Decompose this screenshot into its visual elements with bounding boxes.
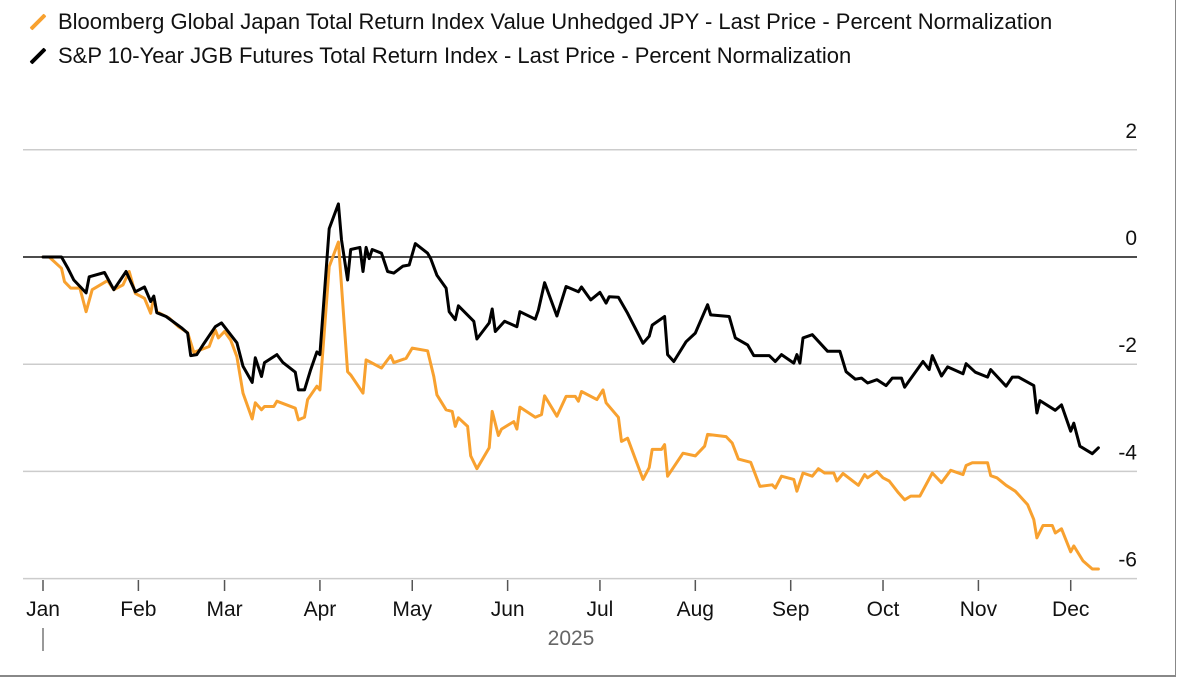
series-line-bloomberg-japan bbox=[41, 240, 1100, 571]
y-tick-label: -2 bbox=[1118, 334, 1137, 357]
x-tick-label: Jul bbox=[587, 598, 614, 621]
series-line-sp-jgb-futures bbox=[41, 202, 1100, 456]
x-axis-year-label: 2025 bbox=[548, 627, 595, 650]
legend-item-sp-jgb-futures: S&P 10-Year JGB Futures Total Return Ind… bbox=[20, 42, 1140, 70]
y-tick-label: -6 bbox=[1118, 549, 1137, 572]
x-tick-label: Mar bbox=[206, 598, 242, 621]
x-tick-label: Jan bbox=[26, 598, 60, 621]
y-tick-label: 2 bbox=[1125, 120, 1137, 143]
x-tick-label: Jun bbox=[491, 598, 525, 621]
legend: Bloomberg Global Japan Total Return Inde… bbox=[20, 8, 1140, 76]
legend-label: Bloomberg Global Japan Total Return Inde… bbox=[58, 9, 1053, 34]
x-tick-label: Sep bbox=[772, 598, 809, 621]
x-tick-label: Nov bbox=[960, 598, 998, 621]
x-tick-label: May bbox=[392, 598, 432, 621]
x-tick-label: Feb bbox=[120, 598, 156, 621]
y-tick-label: 0 bbox=[1125, 227, 1137, 250]
x-tick-label: Oct bbox=[867, 598, 900, 621]
legend-item-bloomberg-japan: Bloomberg Global Japan Total Return Inde… bbox=[20, 8, 1140, 36]
y-tick-label: -4 bbox=[1118, 441, 1137, 464]
legend-label: S&P 10-Year JGB Futures Total Return Ind… bbox=[58, 43, 852, 68]
x-tick-label: Dec bbox=[1052, 598, 1089, 621]
x-tick-label: Aug bbox=[677, 598, 714, 621]
x-tick-label: Apr bbox=[304, 598, 337, 621]
